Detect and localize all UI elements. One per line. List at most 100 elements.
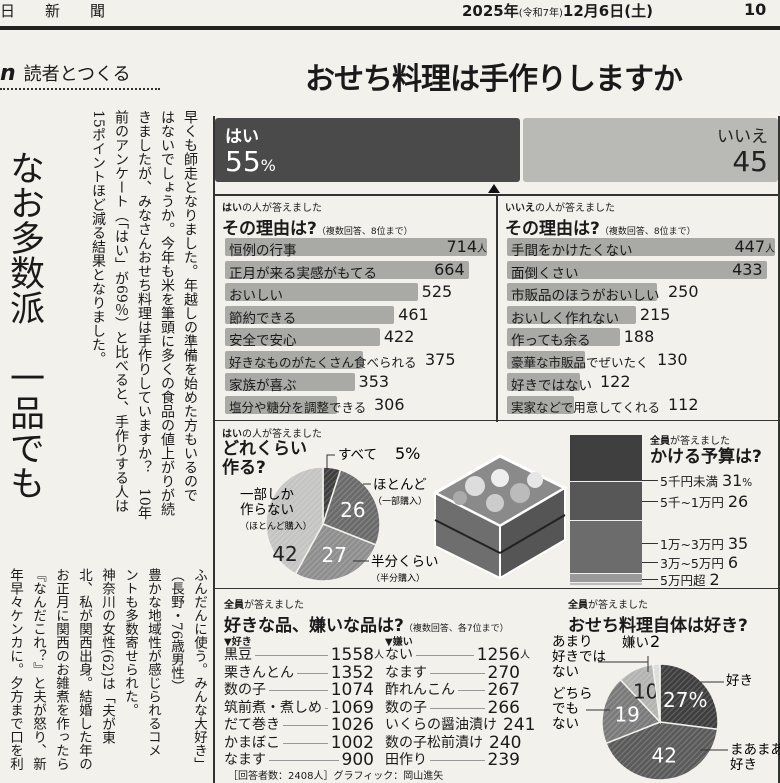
reason-label: 豪華な市販品でぜいたく <box>511 354 649 370</box>
unit: 人 <box>477 244 487 255</box>
question-text: 好きな品、嫌いな品は? <box>224 616 404 636</box>
budget-label: 3万~5万円 6 <box>660 553 739 572</box>
pie-label: 半分くらい <box>371 554 439 570</box>
who: が答えました <box>588 600 648 611</box>
pie-slice-hatch <box>606 722 718 780</box>
reason-bar <box>225 260 469 279</box>
reason-label: 好きなものがたくさん食べられる <box>229 354 417 370</box>
reason-label: 市販品のほうがおいしい <box>511 288 660 304</box>
reason-label: おいしい <box>229 288 283 304</box>
list-item: 数の子松前漬け 240 <box>385 734 530 753</box>
reason-row: 市販品のほうがおいしい 250 <box>507 282 780 304</box>
reason-row: 家族が喜ぶ 353 <box>225 372 500 394</box>
spacer <box>374 682 384 700</box>
dislikes-list: ない 1256 人なます 270 酢れんこん 267 数の子 266 いくらの醤油漬け 241 数の… <box>385 645 535 770</box>
reason-value: 122 <box>600 372 631 391</box>
leader-line <box>297 672 328 674</box>
reason-label: 正月が来る実感がもてる <box>229 265 377 282</box>
divider <box>496 194 498 422</box>
leader-line <box>642 562 658 563</box>
respondent-note: いいえの人が答えました <box>505 199 696 214</box>
who: が答えました <box>244 600 304 611</box>
leader-line <box>416 655 474 657</box>
leader-line <box>326 454 335 468</box>
list-item: 酢れんこん 267 <box>385 681 530 700</box>
reason-row: 塩分や糖分を調整できる 306 <box>225 395 500 415</box>
pie-label: ない <box>552 716 579 732</box>
item-value: 1558 <box>330 645 374 665</box>
list-item: なます 900 <box>224 751 384 770</box>
reason-row: 面倒くさい 433 <box>507 260 780 282</box>
pie-label: ない <box>552 664 579 680</box>
list-item: ない 1256 人 <box>385 645 530 665</box>
reason-value: 714人 <box>446 237 487 256</box>
list-item: なます 270 <box>385 662 530 683</box>
reason-row: 正月が来る実感がもてる 664 <box>225 260 500 282</box>
text-line: 前のアンケート（「はい」が69％）と比べると、手作りする人は <box>113 110 129 513</box>
reason-value: 130 <box>657 349 688 369</box>
leader-line <box>283 725 328 727</box>
list-item: 数の子 1074 <box>224 680 384 700</box>
reason-row: 好きではない 122 <box>507 372 780 394</box>
pie-value: 42 <box>651 743 676 767</box>
spacer <box>520 752 530 770</box>
item-value: 1352 <box>330 662 374 683</box>
question-text: その理由は? <box>222 219 317 239</box>
item-label: 筑前煮・煮しめ <box>224 699 322 716</box>
budget-value: 6 <box>727 553 739 572</box>
leader-line <box>269 760 339 762</box>
reason-bar <box>225 305 395 324</box>
respondent-note: 全員が答えました <box>224 596 509 611</box>
item-value: 241 <box>503 715 536 735</box>
text-line: 神奈川の女性(62)は「夫が東 <box>99 568 115 745</box>
list-item: 田作り 239 <box>385 750 530 770</box>
reason-row: 安全で安心 422 <box>225 327 500 349</box>
item-value: 239 <box>487 750 520 770</box>
reason-row: 好きなものがたくさん食べられる 375 <box>225 350 500 370</box>
item-value: 1069 <box>330 697 374 718</box>
pie-value: 5% <box>395 444 420 463</box>
pie-label: まあまあ <box>730 742 780 758</box>
newspaper-name: 日新聞 <box>0 2 136 20</box>
pie-slice-hatch <box>620 664 660 722</box>
reason-bar <box>507 305 636 324</box>
budget-segment <box>570 521 642 574</box>
yes-bar: はい 55% <box>215 118 520 182</box>
item-label: 栗きんとん <box>224 664 294 681</box>
reason-bar <box>507 283 657 301</box>
reason-row: おいしく作れない 215 <box>507 305 780 327</box>
budget-value: 31 <box>721 471 743 490</box>
budget-label-text: 5万円超 <box>660 573 710 588</box>
who: が答えました <box>670 436 730 447</box>
text-line: 早くも師走となりました。年越しの準備を始めた方もいるので <box>182 110 198 502</box>
pie-label: 好きでは <box>552 649 606 665</box>
unit: % <box>742 477 753 489</box>
pie-slice-hatch <box>602 679 660 744</box>
budget-segment <box>570 573 642 583</box>
budget-value: 2 <box>709 570 720 589</box>
pie-value: 27 <box>321 543 346 567</box>
question-text: かける予算は? <box>650 447 762 467</box>
spacer <box>374 665 384 683</box>
jubako-illustration-icon <box>431 454 569 580</box>
pie-value: 19 <box>614 703 639 727</box>
text-line: ントも多数寄せられた。 <box>122 568 138 717</box>
item-value: 270 <box>487 662 520 683</box>
reason-label: 安全で安心 <box>229 333 297 349</box>
item-value: 1256 <box>476 645 520 665</box>
leader-line <box>642 543 658 544</box>
item-value: 1074 <box>330 680 374 700</box>
leader-line <box>283 742 328 744</box>
reason-bar <box>507 328 620 346</box>
how-much-header: はいの人が答えました どれくらい作る? <box>222 425 322 478</box>
yes-number: 55 <box>225 145 261 178</box>
reasons-no-header: いいえの人が答えました その理由は?（複数回答、8位まで） <box>505 199 696 239</box>
item-label: かまぼこ <box>224 734 280 751</box>
item-label: なます <box>224 752 266 768</box>
who-bold: はい <box>222 203 242 214</box>
who: の人が答えました <box>242 203 322 214</box>
kicker-logo: n <box>0 61 16 86</box>
text-line: 北、私が関西出身。結婚した年の <box>76 568 92 771</box>
yes-label: はい <box>225 127 259 147</box>
pie-label: どちら <box>552 686 593 702</box>
